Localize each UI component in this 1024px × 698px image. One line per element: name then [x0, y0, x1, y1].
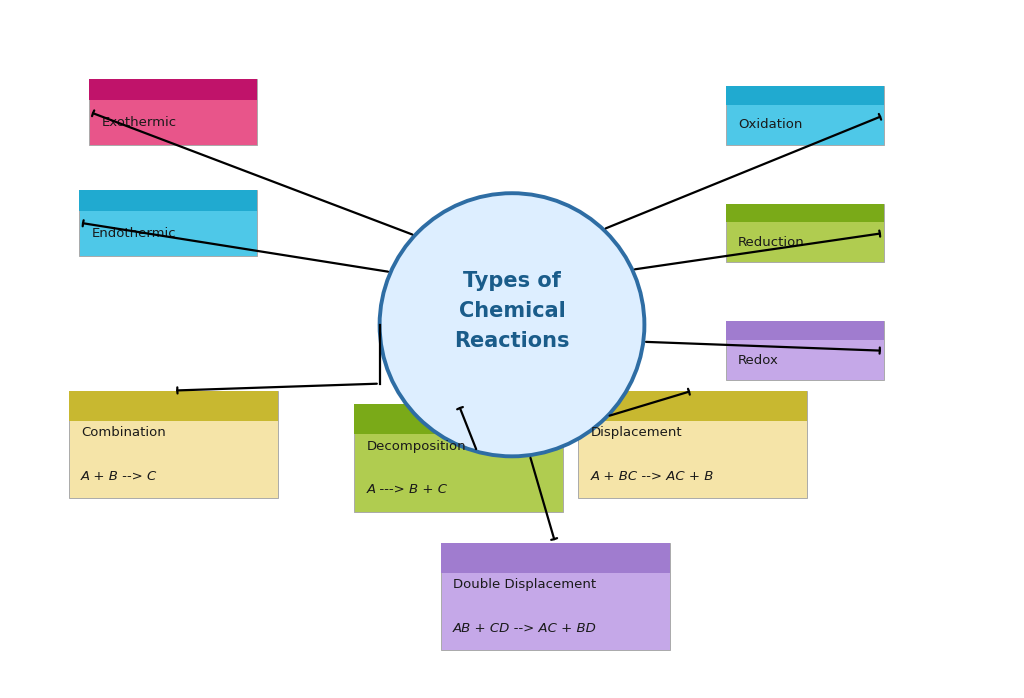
Bar: [726, 321, 884, 340]
Text: Types of
Chemical
Reactions: Types of Chemical Reactions: [455, 272, 569, 350]
Text: Combination: Combination: [81, 426, 166, 439]
Bar: [79, 190, 257, 211]
FancyBboxPatch shape: [440, 543, 670, 651]
Bar: [69, 391, 278, 421]
FancyBboxPatch shape: [79, 190, 257, 255]
Text: Redox: Redox: [738, 354, 779, 366]
Text: Reduction: Reduction: [738, 236, 805, 249]
FancyBboxPatch shape: [579, 391, 807, 498]
FancyBboxPatch shape: [726, 204, 884, 262]
Text: Endothermic: Endothermic: [91, 227, 176, 239]
Text: Exothermic: Exothermic: [101, 116, 177, 129]
Bar: [440, 543, 670, 573]
Text: A ---> B + C: A ---> B + C: [367, 484, 447, 496]
Text: Displacement: Displacement: [591, 426, 682, 439]
Text: A + BC --> AC + B: A + BC --> AC + B: [591, 470, 714, 482]
Text: Oxidation: Oxidation: [738, 118, 803, 131]
FancyBboxPatch shape: [69, 391, 278, 498]
FancyBboxPatch shape: [89, 79, 257, 144]
Bar: [726, 86, 884, 105]
FancyBboxPatch shape: [726, 321, 884, 380]
Bar: [579, 391, 807, 421]
Bar: [89, 79, 257, 100]
Bar: [726, 204, 884, 223]
Text: Double Displacement: Double Displacement: [453, 579, 596, 591]
Ellipse shape: [380, 193, 644, 456]
FancyBboxPatch shape: [354, 404, 563, 512]
Text: A + B --> C: A + B --> C: [81, 470, 158, 482]
Text: AB + CD --> AC + BD: AB + CD --> AC + BD: [453, 622, 597, 635]
Bar: [354, 404, 563, 434]
FancyBboxPatch shape: [726, 86, 884, 144]
Text: Decomposition: Decomposition: [367, 440, 466, 453]
